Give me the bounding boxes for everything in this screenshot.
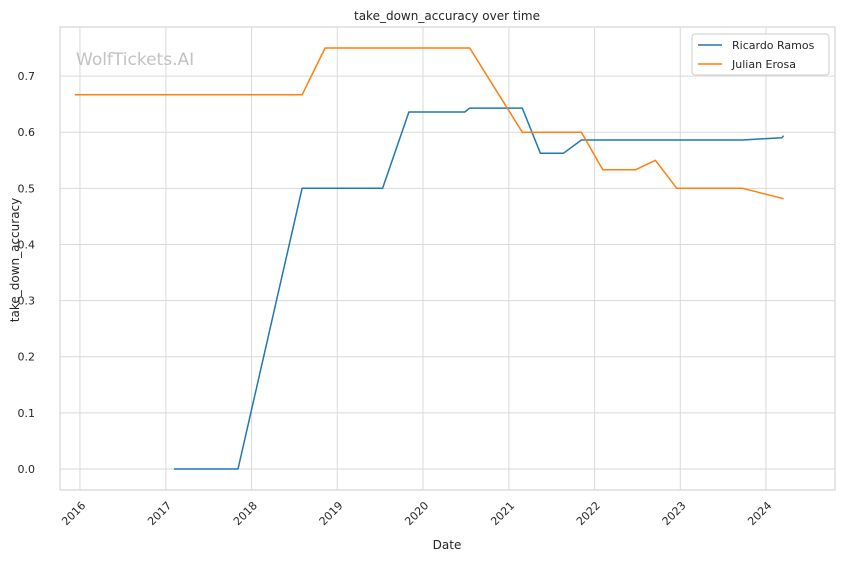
- watermark: WolfTickets.AI: [76, 50, 194, 70]
- x-tick-label: 2016: [59, 499, 88, 528]
- x-tick-label: 2019: [317, 499, 346, 528]
- x-tick-label: 2018: [231, 499, 260, 528]
- y-tick-label: 0.3: [18, 295, 36, 308]
- series-layer: [74, 47, 785, 470]
- legend-label-ricardo-ramos: Ricardo Ramos: [732, 39, 815, 52]
- y-axis-ticks: 0.0 0.1 0.2 0.3 0.4 0.5 0.6 0.7: [18, 70, 36, 476]
- y-axis-label: take_down_accuracy: [8, 198, 22, 322]
- x-tick-label: 2021: [488, 499, 517, 528]
- y-tick-label: 0.0: [18, 463, 36, 476]
- y-tick-label: 0.7: [18, 70, 36, 83]
- legend-label-julian-erosa: Julian Erosa: [731, 58, 796, 71]
- series-line-ricardo-ramos: [173, 107, 785, 470]
- grid-lines: [60, 27, 835, 490]
- chart-title: take_down_accuracy over time: [354, 9, 540, 23]
- y-tick-label: 0.4: [18, 238, 36, 251]
- y-tick-label: 0.1: [18, 407, 36, 420]
- x-tick-label: 2017: [145, 499, 174, 528]
- x-tick-label: 2022: [574, 499, 603, 528]
- x-axis-label: Date: [433, 538, 462, 552]
- plot-area: [59, 26, 836, 491]
- x-tick-label: 2020: [402, 499, 431, 528]
- series-line-julian-erosa: [74, 47, 784, 200]
- x-tick-label: 2023: [660, 499, 689, 528]
- legend-box: [691, 33, 830, 76]
- x-axis-ticks: 2016 2017 2018 2019 2020 2021 2022 2023 2024: [59, 499, 774, 528]
- y-tick-label: 0.6: [18, 126, 36, 139]
- legend: Ricardo Ramos Julian Erosa: [691, 33, 830, 76]
- y-tick-label: 0.2: [18, 351, 36, 364]
- x-tick-label: 2024: [745, 499, 774, 528]
- y-tick-label: 0.5: [18, 182, 36, 195]
